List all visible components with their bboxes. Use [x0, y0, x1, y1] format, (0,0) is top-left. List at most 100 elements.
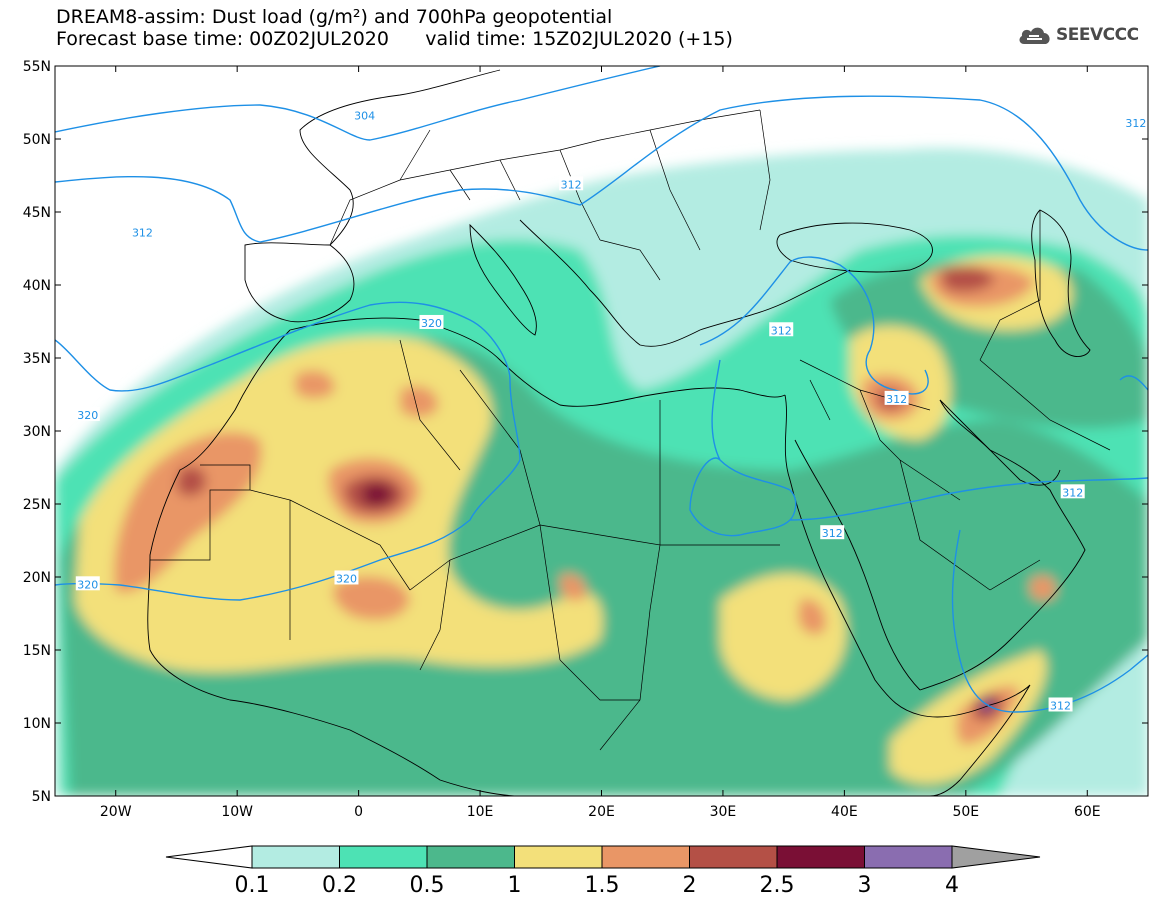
dust-level-2-5	[362, 483, 393, 506]
lat-tick-label: 20N	[23, 570, 51, 586]
contour-label-bg	[352, 107, 377, 122]
forecast-base-time: Forecast base time: 00Z02JUL2020	[56, 28, 389, 50]
legend-label: 1.5	[585, 873, 620, 898]
contour-label-bg	[334, 570, 359, 585]
valid-time: valid time: 15Z02JUL2020 (+15)	[425, 28, 733, 50]
coastline-iberia	[244, 242, 355, 323]
contour-label-bg	[884, 390, 909, 405]
legend-swatch	[776, 845, 865, 869]
map-subtitle: Forecast base time: 00Z02JUL2020 valid t…	[56, 28, 733, 50]
logo-text: SEEVCCC	[1056, 25, 1139, 45]
lat-tick-label: 15N	[23, 643, 51, 659]
lat-tick-label: 10N	[23, 716, 51, 732]
legend-label: 0.5	[410, 873, 445, 898]
contour-label-bg	[130, 224, 155, 239]
contour-label: 312	[822, 527, 843, 540]
lat-tick-label: 50N	[23, 132, 51, 148]
longitude-ticks: 20W 10W 0 10E 20E 30E 40E 50E 60E	[100, 66, 1101, 820]
legend-low-arrow	[165, 845, 253, 869]
contour-304	[55, 66, 661, 141]
contour-label: 320	[77, 409, 98, 422]
lon-tick-label: 50E	[952, 804, 979, 820]
coastline-black-sea	[776, 222, 933, 273]
contour-label: 320	[77, 578, 98, 591]
lon-tick-label: 20W	[100, 804, 132, 820]
coastline-italy	[469, 223, 537, 336]
lon-tick-label: 0	[354, 804, 363, 820]
map-title: DREAM8-assim: Dust load (g/m²) and 700hP…	[56, 6, 613, 28]
lon-tick-label: 30E	[710, 804, 737, 820]
lon-tick-label: 40E	[831, 804, 858, 820]
lat-tick-label: 35N	[23, 351, 51, 367]
latitude-ticks: 55N 50N 45N 40N 35N 30N 25N 20N 15N 10N 5N	[23, 59, 1148, 805]
contour-label: 312	[1050, 699, 1071, 712]
lat-tick-label: 55N	[23, 59, 51, 75]
lat-tick-label: 5N	[32, 789, 51, 805]
contour-label-bg	[769, 322, 794, 337]
contour-320-north	[55, 301, 521, 601]
contour-label-bg	[559, 176, 584, 191]
coastline-caspian	[1031, 209, 1091, 357]
contour-312-south	[689, 359, 1148, 713]
legend-swatch	[864, 845, 953, 869]
lat-tick-label: 25N	[23, 497, 51, 513]
seevccc-logo: SEEVCCC	[1018, 24, 1139, 46]
coastline-north-africa	[289, 317, 786, 407]
country-borders-middle-east	[799, 210, 1111, 591]
legend-swatch	[339, 845, 428, 869]
lon-tick-label: 10E	[467, 804, 494, 820]
coastline-europe	[299, 69, 501, 246]
coastline-balkans	[519, 219, 851, 347]
contour-label: 312	[886, 393, 907, 406]
contour-label: 312	[561, 178, 582, 191]
legend-label: 2.5	[760, 873, 795, 898]
contour-label: 320	[336, 572, 357, 585]
contour-label-bg	[1123, 114, 1148, 129]
legend-label: 0.1	[235, 873, 270, 898]
lat-tick-label: 45N	[23, 205, 51, 221]
country-borders-europe	[329, 109, 771, 281]
lat-tick-label: 30N	[23, 424, 51, 440]
geopotential-contours	[55, 66, 1148, 713]
contour-label-bg	[75, 406, 100, 421]
lon-tick-label: 20E	[588, 804, 615, 820]
contour-label: 312	[132, 226, 153, 239]
contour-label-bg	[1048, 697, 1073, 712]
coastlines	[147, 69, 1111, 796]
legend-swatch	[426, 845, 515, 869]
legend-label: 3	[858, 873, 872, 898]
contour-label-bg	[419, 314, 444, 329]
contour-label: 312	[1125, 117, 1146, 130]
country-borders-africa	[150, 339, 780, 751]
contour-label-bg	[75, 576, 100, 591]
contour-label: 304	[354, 110, 375, 123]
legend-label: 2	[683, 873, 697, 898]
legend-swatch	[251, 845, 340, 869]
contour-312-north	[55, 95, 1148, 251]
contour-label: 312	[1062, 486, 1083, 499]
cloud-icon	[1019, 27, 1050, 44]
contour-label-bg	[820, 525, 845, 540]
lon-tick-label: 10W	[221, 804, 253, 820]
coastline-red-sea	[784, 394, 921, 716]
dust-legend: 0.1 0.2 0.5 1 1.5 2 2.5 3 4	[165, 845, 1041, 898]
contour-312-east	[699, 256, 1148, 395]
legend-label: 0.2	[322, 873, 357, 898]
contour-label-bg	[1060, 484, 1085, 499]
coastline-west-africa	[147, 329, 521, 796]
dust-field	[55, 66, 1148, 796]
lon-tick-label: 60E	[1074, 804, 1101, 820]
lat-tick-label: 40N	[23, 278, 51, 294]
coastline-horn-africa	[919, 684, 1031, 796]
legend-swatch	[689, 845, 778, 869]
map-title-block: DREAM8-assim: Dust load (g/m²) and 700hP…	[56, 6, 733, 50]
geopotential-labels: 304 312 312 312 312 320 320 312 312 312 320 320 312	[75, 107, 1148, 712]
legend-swatch	[601, 845, 690, 869]
legend-label: 4	[945, 873, 959, 898]
legend-swatch	[514, 845, 603, 869]
contour-label: 312	[771, 324, 792, 337]
legend-high-arrow	[951, 845, 1041, 869]
legend-label: 1	[508, 873, 522, 898]
contour-label: 320	[421, 317, 442, 330]
